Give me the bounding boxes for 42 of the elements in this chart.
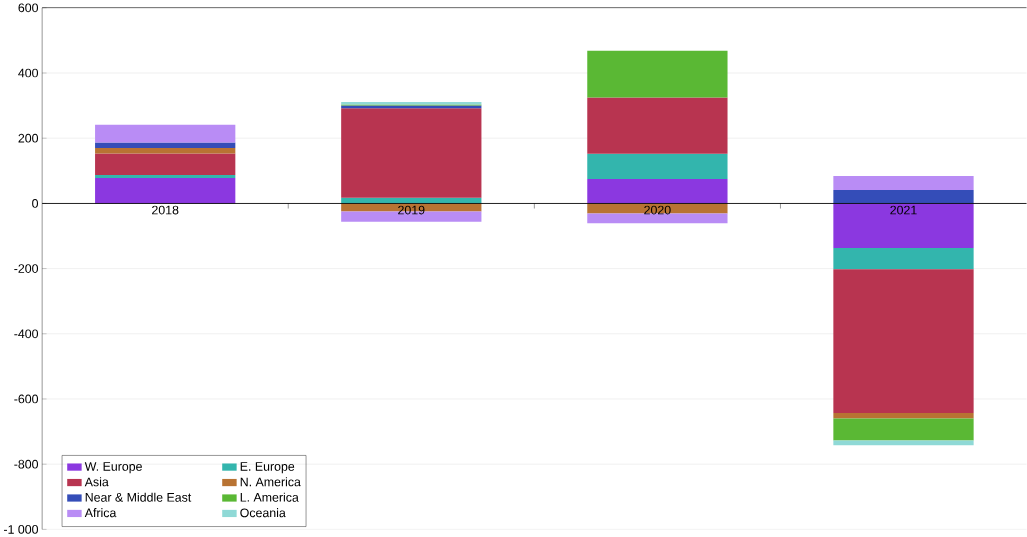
bar <box>833 412 974 419</box>
x-tick-label: 2018 <box>152 205 179 215</box>
y-tick-label: -800 <box>14 459 39 469</box>
bar <box>95 142 236 148</box>
bar <box>833 247 974 270</box>
bar <box>833 175 974 190</box>
bar <box>833 440 974 446</box>
legend-label: Near & Middle East <box>85 492 192 502</box>
bar <box>95 147 236 154</box>
y-tick-label: 0 <box>32 198 39 208</box>
legend-label: W. Europe <box>84 462 142 474</box>
y-tick-label: 600 <box>18 3 39 13</box>
legend-label: Oceania <box>240 508 286 518</box>
legend-label: E. Europe <box>240 462 295 474</box>
bar <box>833 269 974 413</box>
bar <box>833 203 974 248</box>
bar <box>587 153 728 179</box>
y-tick-label: 400 <box>18 68 39 78</box>
bar <box>95 177 236 204</box>
legend-label: N. America <box>240 477 301 487</box>
legend-label: L. America <box>240 492 299 502</box>
y-tick-label: -1 000 <box>3 524 39 534</box>
y-tick-label: 200 <box>18 133 39 143</box>
bar <box>587 50 728 98</box>
bar <box>95 174 236 178</box>
y-tick-label: -200 <box>14 264 39 273</box>
bar <box>341 108 482 198</box>
legend-label: Asia <box>84 477 109 487</box>
bar <box>95 153 236 175</box>
bar <box>95 124 236 143</box>
y-tick-label: -600 <box>14 394 39 404</box>
y-tick-label: -400 <box>14 329 39 339</box>
bar <box>587 178 728 204</box>
bar <box>833 418 974 441</box>
bar <box>587 97 728 154</box>
x-tick-label: 2020 <box>644 205 671 215</box>
bar <box>833 189 974 204</box>
bar <box>587 213 728 224</box>
legend-label: Africa <box>84 508 117 518</box>
bar <box>341 197 482 204</box>
x-tick-label: 2021 <box>890 205 917 215</box>
bar <box>587 203 728 214</box>
